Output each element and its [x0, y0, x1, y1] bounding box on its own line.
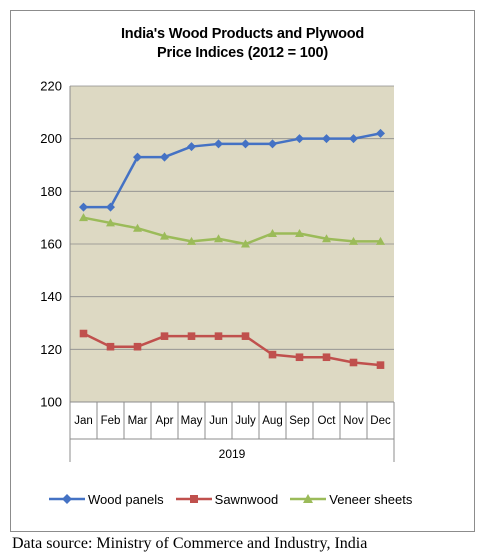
data-point-triangle [295, 228, 304, 237]
data-point-diamond [214, 139, 223, 149]
y-tick-label: 180 [40, 184, 62, 199]
data-point-diamond [295, 134, 304, 144]
data-point-square [187, 332, 196, 340]
legend-label-sawnwood: Sawnwood [214, 491, 279, 507]
data-point-diamond [268, 139, 277, 149]
data-point-diamond [160, 152, 169, 162]
x-tick-label: Dec [370, 415, 391, 427]
data-point-square [214, 332, 223, 340]
series-wood-panels [79, 128, 385, 212]
data-point-triangle [187, 236, 196, 245]
x-tick-label: Nov [343, 415, 364, 427]
data-point-triangle [241, 239, 250, 248]
data-point-square [106, 342, 115, 351]
chart-frame: India's Wood Products and Plywood Price … [10, 10, 475, 532]
series-sawnwood [79, 329, 385, 369]
x-tick-label: Apr [156, 415, 174, 427]
data-point-square [349, 358, 358, 367]
data-point-diamond [241, 139, 250, 149]
x-tick-label: Jun [209, 415, 228, 427]
data-point-triangle [214, 234, 223, 243]
data-point-triangle [349, 236, 358, 245]
axes [69, 86, 395, 462]
legend-item-wood-panels: Wood panels [49, 492, 164, 507]
data-point-diamond [349, 134, 358, 144]
data-point-triangle [133, 223, 142, 232]
data-point-diamond [133, 152, 142, 162]
series-line [82, 332, 381, 367]
x-tick-label: Sep [289, 415, 309, 427]
data-point-diamond [79, 202, 88, 212]
data-point-diamond [322, 134, 331, 144]
data-series [79, 128, 385, 369]
legend-label-veneer-sheets: Veneer sheets [329, 491, 413, 507]
data-point-square [322, 353, 331, 362]
y-axis-tick-labels: 100 120 140 160 180 200 220 [40, 79, 62, 410]
x-tick-label: Jan [74, 415, 93, 427]
chart-title: India's Wood Products and Plywood Price … [11, 25, 474, 63]
data-point-square [268, 350, 277, 359]
legend-marker-diamond-icon [49, 494, 85, 504]
chart-title-line-1: India's Wood Products and Plywood [120, 26, 365, 42]
data-point-square [160, 332, 169, 340]
legend: Wood panels Sawnwood Veneer sheets [49, 489, 424, 509]
x-tick-label: Aug [262, 415, 282, 427]
x-tick-label: July [235, 415, 256, 427]
series-line [83, 132, 381, 209]
chart-title-line-2: Price Indices (2012 = 100) [157, 45, 328, 61]
x-tick-label: May [181, 415, 203, 427]
legend-marker-triangle-icon [290, 494, 327, 503]
x-axis-tick-labels: Jan Feb Mar Apr May Jun July Aug Sep Oct Nov Dec [74, 415, 391, 427]
data-point-triangle [160, 231, 169, 240]
y-tick-label: 140 [40, 289, 62, 304]
data-point-square [376, 361, 385, 369]
data-point-square [295, 353, 304, 362]
data-point-square [133, 342, 142, 351]
y-tick-label: 200 [40, 131, 62, 146]
legend-marker-square-icon [175, 495, 212, 503]
legend-item-veneer-sheets: Veneer sheets [290, 492, 412, 507]
legend-item-sawnwood: Sawnwood [175, 491, 279, 507]
data-point-triangle [79, 213, 88, 222]
y-tick-label: 220 [40, 79, 62, 94]
y-tick-label: 160 [40, 237, 62, 252]
y-tick-label: 100 [40, 395, 62, 410]
data-point-square [79, 329, 88, 338]
data-point-triangle [268, 228, 277, 237]
x-tick-label: Oct [318, 415, 337, 427]
series-veneer-sheets [79, 213, 385, 248]
data-point-triangle [322, 234, 331, 243]
series-line [83, 216, 381, 246]
data-point-diamond [187, 142, 196, 152]
data-point-triangle [376, 236, 385, 245]
y-tick-label: 120 [40, 342, 62, 357]
data-point-diamond [106, 202, 115, 212]
data-point-diamond [376, 128, 385, 138]
line-chart: 100 120 140 160 180 200 220 Jan Feb Mar Apr May Jun… [40, 79, 395, 462]
data-point-triangle [106, 218, 115, 227]
x-axis-label: 2019 [219, 447, 246, 461]
x-tick-label: Feb [101, 415, 121, 427]
data-source-note: Data source: Ministry of Commerce and In… [12, 535, 368, 552]
legend-label-wood-panels: Wood panels [88, 491, 164, 507]
data-point-square [241, 332, 250, 340]
x-tick-label: Mar [128, 415, 148, 427]
